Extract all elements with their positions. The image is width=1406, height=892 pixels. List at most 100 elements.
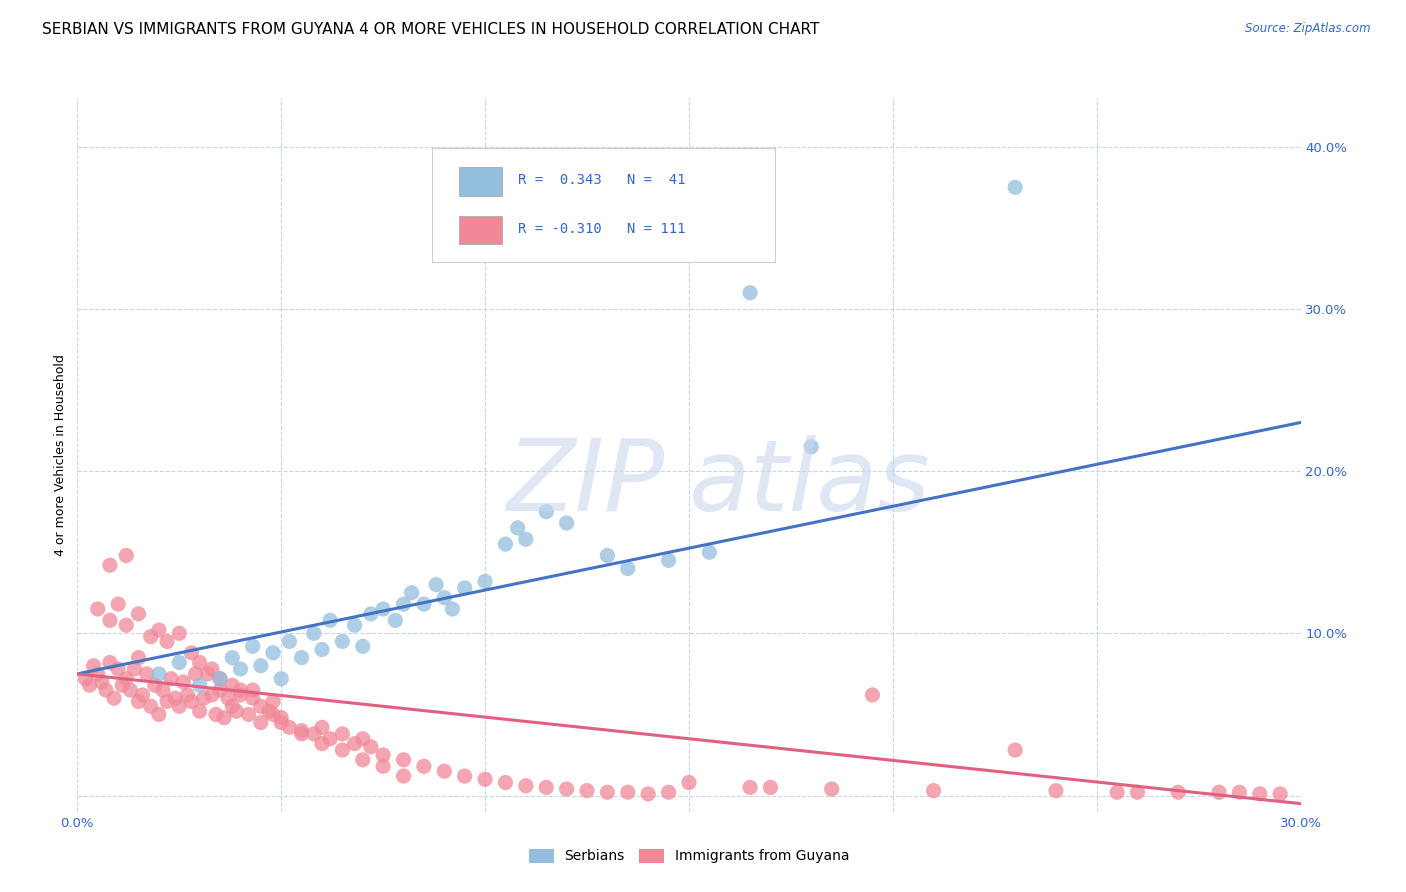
Point [169,626,191,640]
Text: R =  0.343   N =  41: R = 0.343 N = 41 [517,173,685,187]
Point [371,747,394,762]
Point [392,597,415,611]
Point [143,678,166,692]
Point [555,782,578,797]
Point [302,626,325,640]
Point [229,662,252,676]
Point [343,618,366,632]
Point [111,678,134,692]
Point [156,694,179,708]
Point [79,678,101,692]
Point [596,549,619,563]
Point [90,675,112,690]
Point [1249,787,1271,801]
Point [291,723,314,738]
Point [148,623,170,637]
Point [371,759,394,773]
Point [302,727,325,741]
Point [1107,785,1129,799]
Text: atlas: atlas [689,435,931,532]
Point [1004,743,1026,757]
Point [107,597,129,611]
Point [135,666,157,681]
Point [658,553,681,567]
Point [425,577,447,591]
Point [617,785,640,799]
Point [180,646,202,660]
Point [128,650,150,665]
Point [262,707,284,722]
Point [474,574,496,589]
Point [176,688,198,702]
Point [83,658,105,673]
Point [270,715,292,730]
Point [291,650,314,665]
Point [188,678,211,692]
Point [1004,180,1026,194]
Point [115,672,138,686]
Point [169,656,191,670]
Text: Source: ZipAtlas.com: Source: ZipAtlas.com [1246,22,1371,36]
Point [209,672,232,686]
Point [221,699,243,714]
Point [87,602,110,616]
FancyBboxPatch shape [432,148,775,262]
Point [148,707,170,722]
Point [319,731,342,746]
Point [193,691,215,706]
Point [225,704,247,718]
Point [413,597,436,611]
Point [115,618,138,632]
Point [250,658,273,673]
Text: SERBIAN VS IMMIGRANTS FROM GUYANA 4 OR MORE VEHICLES IN HOUSEHOLD CORRELATION CH: SERBIAN VS IMMIGRANTS FROM GUYANA 4 OR M… [42,22,820,37]
Point [94,683,117,698]
Point [169,699,191,714]
Point [352,731,374,746]
Point [555,516,578,530]
Text: R = -0.310   N = 111: R = -0.310 N = 111 [517,222,685,235]
Point [75,672,97,686]
Y-axis label: 4 or more Vehicles in Household: 4 or more Vehicles in Household [53,354,67,556]
Point [433,764,456,779]
Point [103,691,125,706]
Point [474,772,496,787]
Point [197,666,219,681]
Point [401,586,423,600]
Point [332,743,354,757]
Point [188,704,211,718]
Point [87,666,110,681]
Text: ZIP: ZIP [506,435,665,532]
Point [821,782,844,797]
Point [441,602,464,616]
Point [1045,783,1067,797]
Point [262,646,284,660]
Point [515,533,537,547]
Point [229,683,252,698]
Point [184,666,207,681]
Point [319,613,342,627]
FancyBboxPatch shape [458,216,502,244]
Point [360,739,382,754]
Point [131,688,153,702]
Point [1229,785,1251,799]
Point [384,613,406,627]
Point [536,505,558,519]
Point [115,549,138,563]
Point [139,699,162,714]
Point [454,769,477,783]
Point [352,753,374,767]
Point [311,737,333,751]
Point [128,607,150,621]
Point [205,707,228,722]
Point [291,727,314,741]
Point [238,707,260,722]
Point [160,672,183,686]
Point [596,785,619,799]
Point [270,711,292,725]
Point [862,688,884,702]
Point [515,779,537,793]
Point [139,630,162,644]
Point [221,678,243,692]
Point [1270,787,1292,801]
Point [699,545,721,559]
